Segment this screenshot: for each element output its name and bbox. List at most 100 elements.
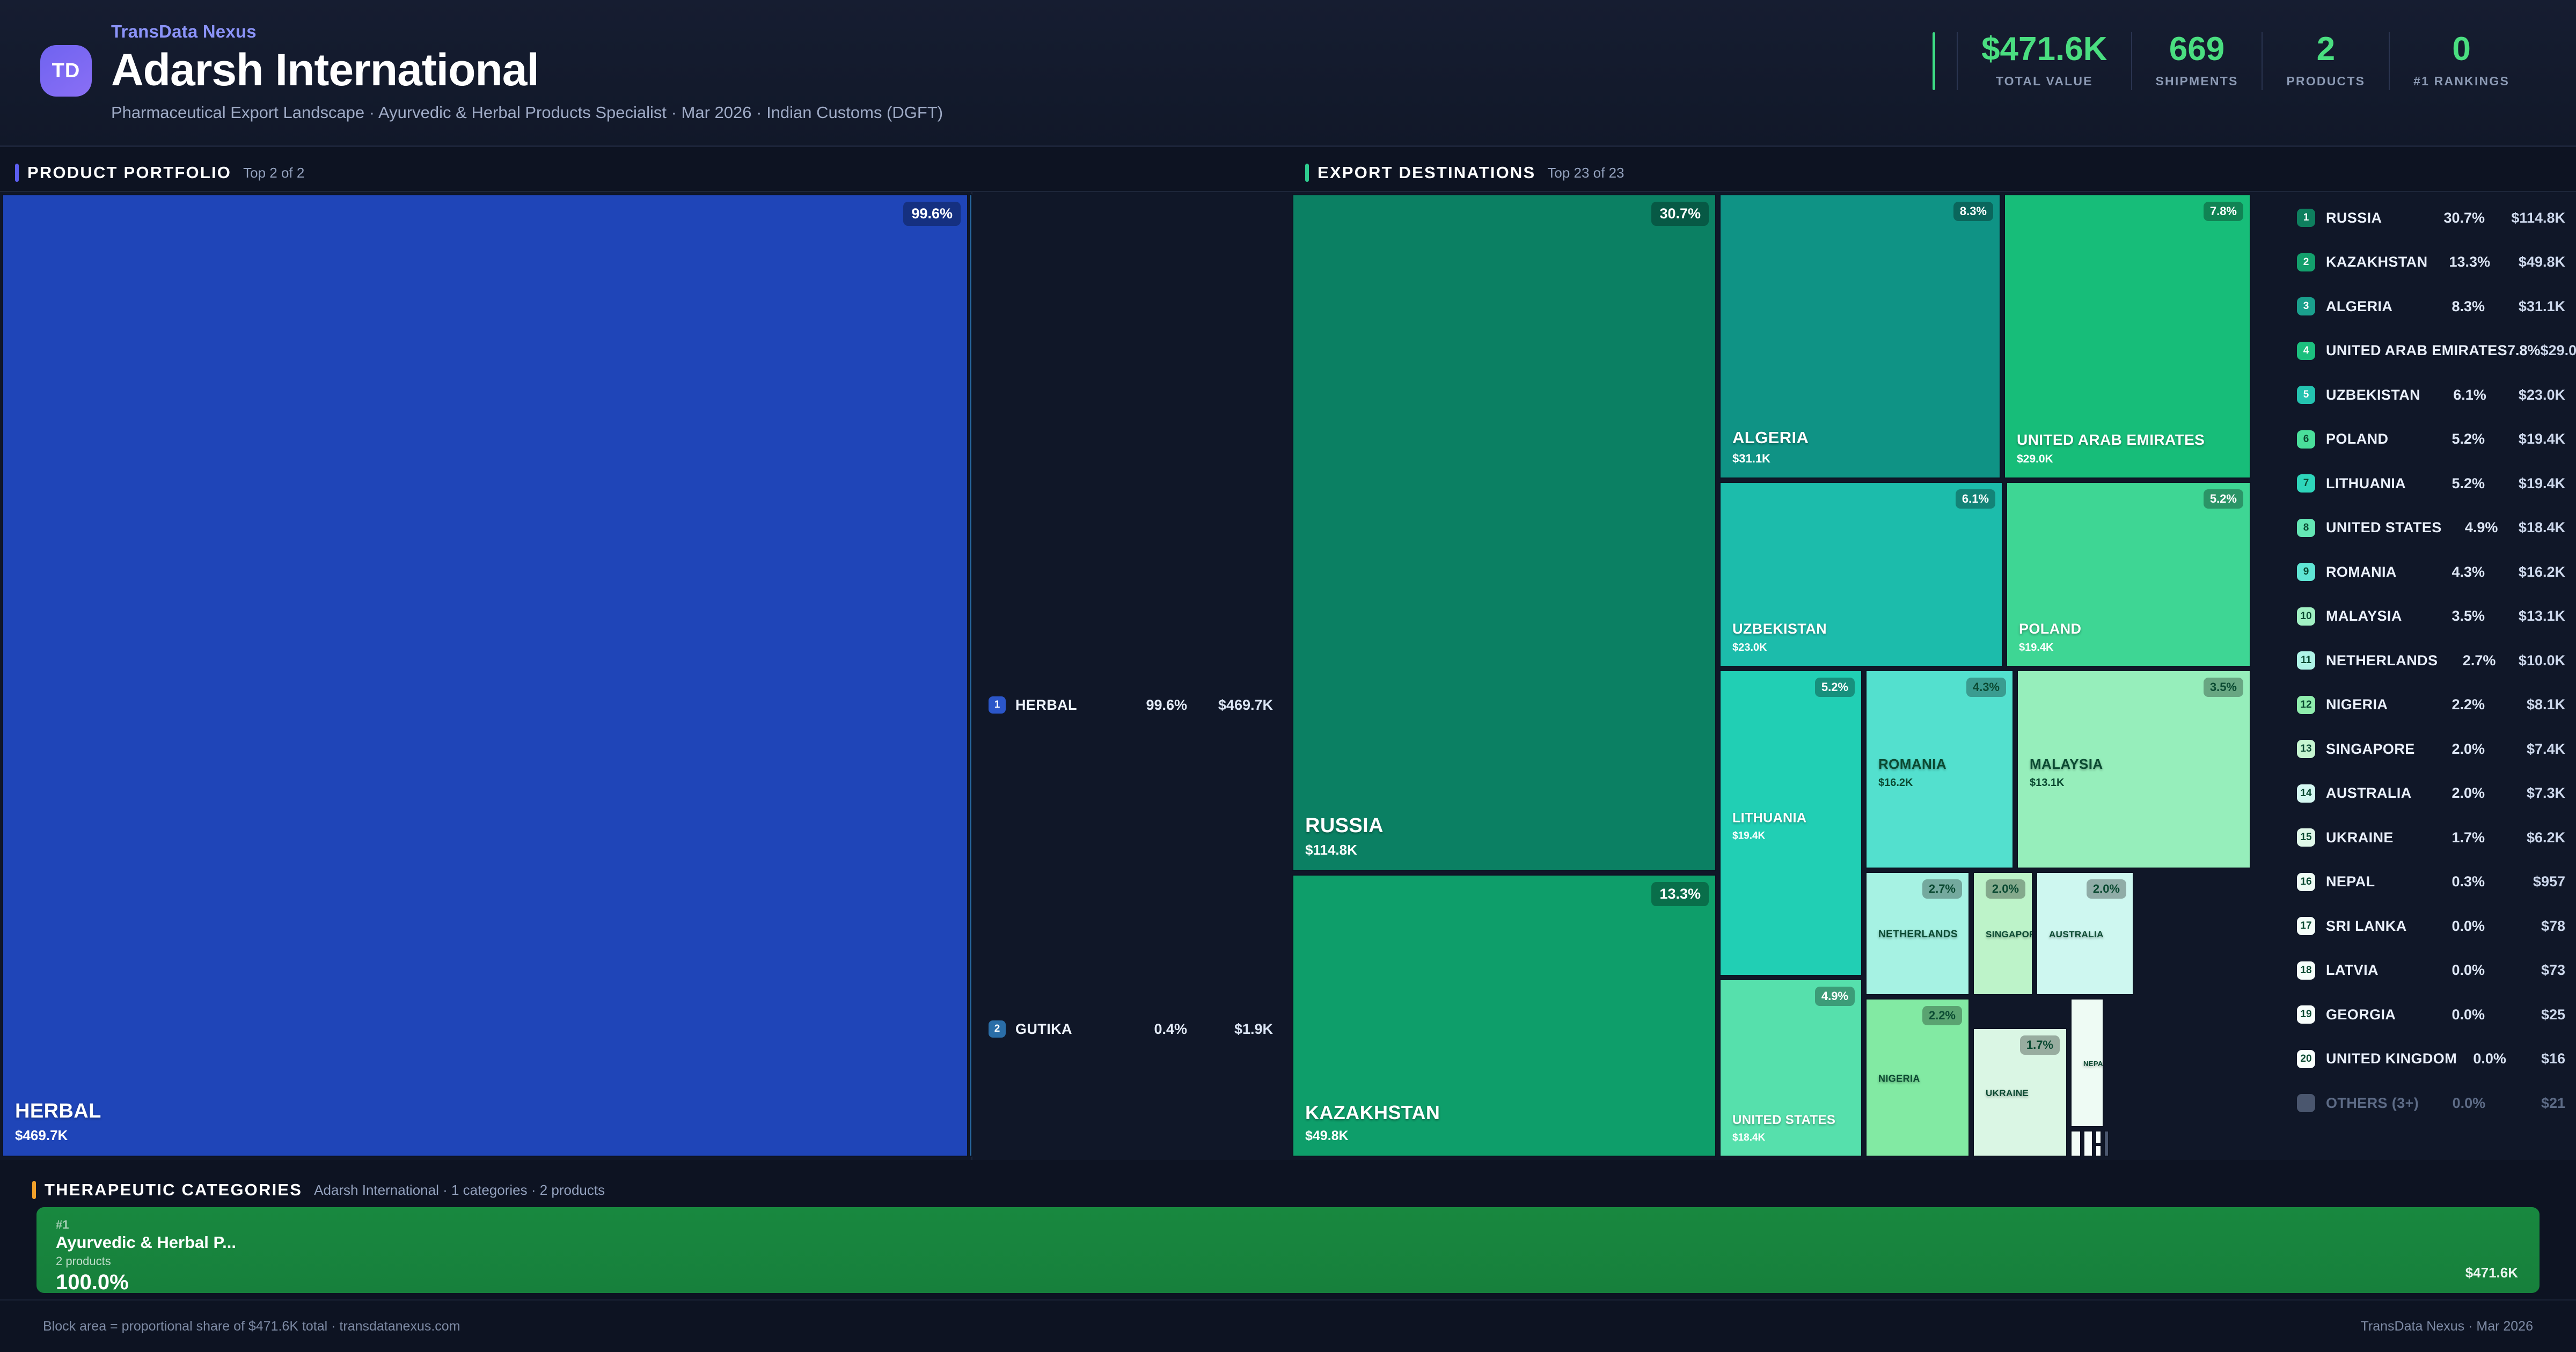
treemap-tile[interactable]: 1.7% UKRAINE bbox=[1973, 1028, 2067, 1157]
destination-value: $16 bbox=[2541, 1050, 2565, 1067]
tile-label-group: UNITED ARAB EMIRATES $29.0K bbox=[2017, 431, 2205, 466]
destinations-rank-list: 1 RUSSIA 30.7% $114.8K 2 KAZAKHSTAN 13.3% $49.8… bbox=[2297, 206, 2576, 1150]
treemap-tile[interactable]: 30.7% RUSSIA $114.8K bbox=[1292, 194, 1716, 871]
therapeutic-category-bar[interactable]: #1 Ayurvedic & Herbal P... 2 products 10… bbox=[36, 1207, 2540, 1294]
destination-value: $49.8K bbox=[2518, 254, 2565, 270]
tile-label-group: UZBEKISTAN $23.0K bbox=[1732, 621, 1827, 654]
tile-percent-badge: 2.0% bbox=[2086, 879, 2126, 899]
destination-rank-row[interactable]: 16 NEPAL 0.3% $957 bbox=[2297, 870, 2565, 894]
tile-percent-badge: 3.5% bbox=[2203, 678, 2243, 697]
tile-label-group: KAZAKHSTAN $49.8K bbox=[1305, 1101, 1440, 1144]
tile-name: UNITED ARAB EMIRATES bbox=[2017, 431, 2205, 448]
tile-value: $16.2K bbox=[1878, 777, 1913, 789]
destination-rank-row[interactable]: 9 ROMANIA 4.3% $16.2K bbox=[2297, 560, 2565, 584]
destination-name: ALGERIA bbox=[2326, 298, 2393, 314]
tile-label-group: HERBAL $469.7K bbox=[15, 1100, 101, 1144]
tile-label-group: NIGERIA bbox=[1878, 1073, 1920, 1084]
treemap-tile[interactable]: 4.3% ROMANIA $16.2K bbox=[1865, 670, 2014, 869]
treemap-tile[interactable] bbox=[2095, 1130, 2102, 1144]
treemap-tile[interactable]: 2.0% AUSTRALIA bbox=[2036, 872, 2134, 995]
destination-name: POLAND bbox=[2326, 431, 2389, 447]
stat-value: 2 bbox=[2316, 31, 2336, 68]
destination-rank-row[interactable]: 6 POLAND 5.2% $19.4K bbox=[2297, 428, 2565, 451]
destination-rank-row[interactable]: 1 RUSSIA 30.7% $114.8K bbox=[2297, 206, 2565, 230]
destination-name: AUSTRALIA bbox=[2326, 785, 2412, 801]
tile-percent-badge: 7.8% bbox=[2203, 202, 2243, 221]
tile-name: MALAYSIA bbox=[2030, 756, 2103, 773]
destination-rank-row[interactable]: 11 NETHERLANDS 2.7% $10.0K bbox=[2297, 649, 2565, 672]
tile-label-group: ALGERIA $31.1K bbox=[1732, 428, 1809, 466]
destination-rank-row[interactable]: 3 ALGERIA 8.3% $31.1K bbox=[2297, 295, 2565, 318]
treemap-tile[interactable]: 5.2% LITHUANIA $19.4K bbox=[1719, 670, 1862, 976]
destination-rank-row[interactable]: 15 UKRAINE 1.7% $6.2K bbox=[2297, 826, 2565, 849]
destination-rank-row[interactable]: 2 KAZAKHSTAN 13.3% $49.8K bbox=[2297, 251, 2565, 274]
destination-rank-row[interactable]: 10 MALAYSIA 3.5% $13.1K bbox=[2297, 605, 2565, 628]
treemap-tile[interactable] bbox=[2095, 1145, 2102, 1157]
destination-value: $21 bbox=[2541, 1094, 2565, 1111]
stat-label: SHIPMENTS bbox=[2155, 74, 2238, 88]
tile-value: $31.1K bbox=[1732, 452, 1770, 465]
treemap-tile[interactable]: 6.1% UZBEKISTAN $23.0K bbox=[1719, 482, 2003, 667]
tile-percent-badge: 2.2% bbox=[1922, 1006, 1962, 1025]
tile-percent-badge: 6.1% bbox=[1955, 489, 1995, 509]
tile-label-group: UKRAINE bbox=[1986, 1088, 2029, 1099]
treemap-tile[interactable]: 3.5% MALAYSIA $13.1K bbox=[2017, 670, 2251, 869]
tile-name: AUSTRALIA bbox=[2049, 929, 2104, 939]
treemap-tile[interactable]: 8.3% ALGERIA $31.1K bbox=[1719, 194, 2001, 479]
destination-rank-row[interactable]: 13 SINGAPORE 2.0% $7.4K bbox=[2297, 737, 2565, 761]
destination-rank-row[interactable]: 18 LATVIA 0.0% $73 bbox=[2297, 959, 2565, 982]
treemap-tile[interactable]: 99.6% HERBAL $469.7K bbox=[2, 194, 968, 1157]
destination-name: OTHERS (3+) bbox=[2326, 1094, 2419, 1111]
treemap-tile[interactable]: 5.2% POLAND $19.4K bbox=[2006, 482, 2251, 667]
destination-percent: 8.3% bbox=[2451, 298, 2485, 314]
treemap-tile[interactable] bbox=[969, 194, 972, 1157]
tile-label-group: RUSSIA $114.8K bbox=[1305, 814, 1384, 858]
tile-value: $23.0K bbox=[1732, 642, 1767, 653]
treemap-tile[interactable] bbox=[2070, 1130, 2081, 1157]
destination-rank-row[interactable]: 12 NIGERIA 2.2% $8.1K bbox=[2297, 693, 2565, 717]
destination-percent: 4.3% bbox=[2451, 563, 2485, 580]
tile-name: NETHERLANDS bbox=[1878, 929, 1958, 940]
destination-percent: 7.8% bbox=[2507, 342, 2541, 358]
section-accent-tick bbox=[15, 164, 19, 182]
destination-rank-row[interactable]: 20 UNITED KINGDOM 0.0% $16 bbox=[2297, 1047, 2565, 1071]
rank-badge: 8 bbox=[2297, 518, 2315, 537]
product-rank-row[interactable]: 1 HERBAL 99.6% $469.7K bbox=[989, 696, 1273, 714]
treemap-tile[interactable]: 13.3% KAZAKHSTAN $49.8K bbox=[1292, 875, 1716, 1157]
rank-badge: 14 bbox=[2297, 784, 2315, 803]
product-rank-row[interactable]: 2 GUTIKA 0.4% $1.9K bbox=[989, 1020, 1273, 1038]
destination-rank-row[interactable]: 14 AUSTRALIA 2.0% $7.3K bbox=[2297, 782, 2565, 805]
destination-percent: 2.0% bbox=[2451, 740, 2485, 757]
destination-rank-row[interactable]: 17 SRI LANKA 0.0% $78 bbox=[2297, 914, 2565, 938]
destination-percent: 2.0% bbox=[2451, 785, 2485, 801]
destination-rank-row[interactable]: 5 UZBEKISTAN 6.1% $23.0K bbox=[2297, 383, 2565, 407]
destination-name: KAZAKHSTAN bbox=[2326, 254, 2428, 270]
destination-name: LATVIA bbox=[2326, 962, 2379, 978]
treemap-tile[interactable]: 2.0% SINGAPORE bbox=[1973, 872, 2033, 995]
destination-rank-row[interactable]: OTHERS (3+) 0.0% $21 bbox=[2297, 1091, 2565, 1115]
section-meta: Top 2 of 2 bbox=[243, 164, 305, 181]
destination-rank-row[interactable]: 8 UNITED STATES 4.9% $18.4K bbox=[2297, 516, 2565, 540]
treemap-tile[interactable] bbox=[2083, 1130, 2093, 1157]
destination-name: UKRAINE bbox=[2326, 829, 2394, 846]
rank-badge: 15 bbox=[2297, 828, 2315, 847]
tile-name: ROMANIA bbox=[1878, 756, 1947, 773]
rank-badge: 11 bbox=[2297, 651, 2315, 670]
destination-rank-row[interactable]: 19 GEORGIA 0.0% $25 bbox=[2297, 1003, 2565, 1026]
destination-rank-row[interactable]: 7 LITHUANIA 5.2% $19.4K bbox=[2297, 472, 2565, 495]
treemap-tile[interactable]: 4.9% UNITED STATES $18.4K bbox=[1719, 979, 1862, 1157]
brand-logo: TD bbox=[40, 45, 92, 97]
treemap-tile[interactable]: 2.2% NIGERIA bbox=[1865, 998, 1970, 1157]
destination-percent: 1.7% bbox=[2451, 829, 2485, 846]
therapeutic-categories-header: THERAPEUTIC CATEGORIES Adarsh Internatio… bbox=[32, 1178, 605, 1202]
product-rank-list: 1 HERBAL 99.6% $469.7K 2 GUTIKA 0.4% $1.9K bbox=[972, 192, 1290, 1159]
treemap-tile[interactable]: 2.7% NETHERLANDS bbox=[1865, 872, 1970, 995]
treemap-tile[interactable] bbox=[2104, 1130, 2109, 1157]
tile-label-group: NETHERLANDS bbox=[1878, 929, 1958, 940]
stat-value: $471.6K bbox=[1981, 31, 2107, 68]
treemap-tile[interactable]: 7.8% UNITED ARAB EMIRATES $29.0K bbox=[2004, 194, 2251, 479]
tile-name: LITHUANIA bbox=[1732, 810, 1807, 826]
treemap-tile[interactable]: NEPAL bbox=[2070, 998, 2104, 1127]
rank-badge: 20 bbox=[2297, 1049, 2315, 1068]
